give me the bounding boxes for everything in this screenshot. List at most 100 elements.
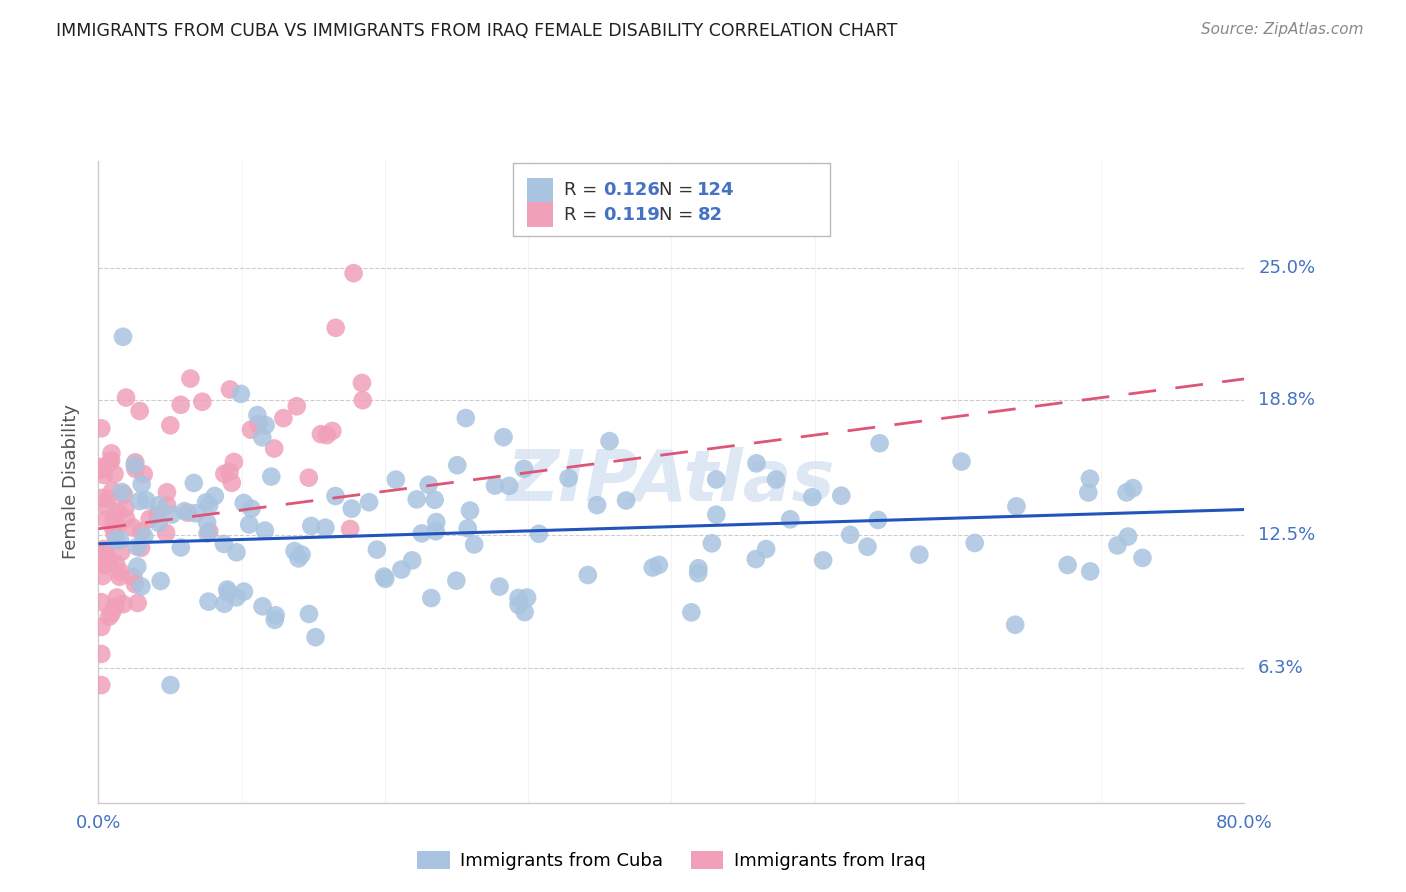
- Point: [229, 387, 252, 401]
- Point: [411, 526, 433, 541]
- Point: [222, 455, 245, 469]
- Point: [423, 492, 446, 507]
- Point: [146, 508, 169, 522]
- Point: [184, 506, 207, 520]
- Point: [801, 490, 824, 504]
- Point: [765, 473, 787, 487]
- Point: [96, 500, 118, 515]
- Point: [111, 485, 134, 500]
- Point: [700, 536, 723, 550]
- Point: [148, 516, 170, 530]
- Point: [204, 489, 226, 503]
- Point: [373, 569, 395, 583]
- Point: [90, 620, 112, 634]
- Point: [91, 491, 114, 505]
- Point: [1078, 565, 1101, 579]
- Point: [1078, 472, 1101, 486]
- Point: [127, 559, 149, 574]
- Point: [90, 547, 112, 561]
- Point: [614, 493, 637, 508]
- Point: [110, 565, 132, 579]
- Text: 25.0%: 25.0%: [1258, 259, 1316, 277]
- Point: [339, 522, 361, 536]
- Point: [405, 492, 427, 507]
- Point: [704, 508, 727, 522]
- Point: [90, 459, 112, 474]
- Point: [425, 515, 447, 529]
- Point: [94, 544, 117, 558]
- Point: [273, 411, 295, 425]
- Point: [134, 529, 156, 543]
- Point: [963, 536, 986, 550]
- Point: [457, 521, 479, 535]
- Point: [219, 383, 242, 397]
- Point: [93, 467, 115, 482]
- Text: R =: R =: [564, 181, 603, 199]
- Y-axis label: Female Disability: Female Disability: [62, 404, 80, 559]
- Text: R =: R =: [564, 206, 603, 224]
- Point: [238, 517, 260, 532]
- Point: [688, 566, 710, 581]
- Point: [745, 552, 768, 566]
- Point: [385, 473, 408, 487]
- Point: [458, 503, 481, 517]
- Point: [425, 524, 447, 539]
- Point: [513, 605, 536, 619]
- Point: [108, 533, 131, 547]
- Point: [285, 399, 308, 413]
- Text: 18.8%: 18.8%: [1258, 392, 1315, 409]
- Point: [576, 568, 599, 582]
- Point: [287, 551, 309, 566]
- Point: [179, 371, 201, 385]
- Point: [240, 501, 263, 516]
- Text: 12.5%: 12.5%: [1258, 526, 1316, 544]
- Point: [104, 527, 127, 541]
- Point: [325, 489, 347, 503]
- Point: [350, 376, 373, 390]
- Point: [513, 462, 536, 476]
- Point: [254, 418, 277, 433]
- Point: [304, 630, 326, 644]
- Point: [90, 462, 112, 476]
- Point: [1115, 485, 1137, 500]
- Point: [198, 524, 221, 539]
- Point: [156, 499, 179, 513]
- Point: [325, 321, 347, 335]
- Text: 6.3%: 6.3%: [1258, 659, 1303, 677]
- Point: [869, 436, 891, 450]
- Point: [1132, 550, 1154, 565]
- Point: [498, 479, 520, 493]
- Point: [298, 471, 321, 485]
- Point: [197, 526, 219, 541]
- Point: [131, 579, 153, 593]
- Point: [112, 597, 135, 611]
- Point: [197, 594, 219, 608]
- Point: [239, 423, 262, 437]
- Point: [908, 548, 931, 562]
- Legend: Immigrants from Cuba, Immigrants from Iraq: Immigrants from Cuba, Immigrants from Ir…: [411, 844, 932, 877]
- Point: [246, 408, 269, 422]
- Text: 124: 124: [697, 181, 735, 199]
- Point: [290, 548, 312, 562]
- Point: [100, 453, 122, 467]
- Point: [155, 525, 177, 540]
- Point: [214, 467, 236, 481]
- Point: [100, 446, 122, 460]
- Point: [950, 454, 973, 468]
- Text: IMMIGRANTS FROM CUBA VS IMMIGRANTS FROM IRAQ FEMALE DISABILITY CORRELATION CHART: IMMIGRANTS FROM CUBA VS IMMIGRANTS FROM …: [56, 22, 897, 40]
- Point: [811, 553, 834, 567]
- Point: [314, 521, 336, 535]
- Point: [198, 498, 221, 512]
- Point: [217, 582, 239, 597]
- Point: [138, 512, 160, 526]
- Point: [1122, 481, 1144, 495]
- Point: [755, 542, 778, 557]
- Point: [105, 557, 128, 571]
- Point: [1077, 485, 1099, 500]
- Point: [105, 591, 128, 605]
- Point: [124, 455, 146, 469]
- Point: [135, 493, 157, 508]
- Point: [97, 491, 120, 506]
- Point: [191, 394, 214, 409]
- Point: [366, 542, 388, 557]
